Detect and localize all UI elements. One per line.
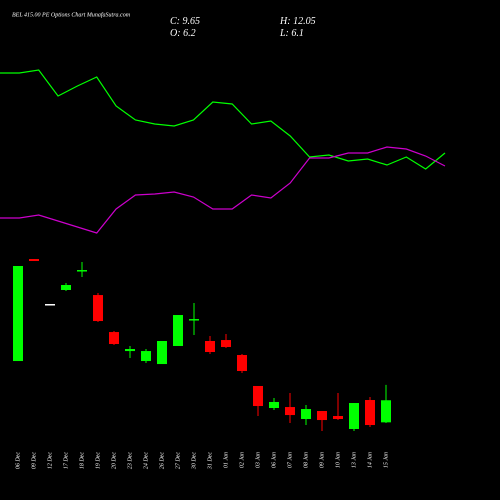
candle-body — [29, 259, 39, 262]
candle-body — [381, 400, 391, 423]
candle-body — [237, 355, 247, 372]
x-tick-label: 02 Jan — [239, 452, 245, 468]
readout-label: L: — [279, 28, 289, 39]
candle-body — [189, 319, 199, 321]
x-tick-label: 06 Dec — [15, 452, 21, 469]
x-tick-label: 01 Jan — [223, 452, 229, 468]
x-tick-label: 07 Jan — [287, 452, 293, 468]
x-tick-label: 26 Dec — [159, 452, 165, 469]
chart-title: BEL 415.00 PE Options Chart MunafaSutra.… — [12, 11, 131, 18]
candle-body — [77, 270, 87, 272]
candle-body — [205, 341, 215, 353]
x-tick-label: 10 Jan — [335, 452, 341, 468]
x-tick-label: 19 Dec — [95, 452, 101, 469]
x-tick-label: 18 Dec — [79, 452, 85, 469]
candle-body — [333, 416, 343, 420]
readout: C: 9.65 — [170, 16, 200, 27]
readout-value: 9.65 — [183, 16, 201, 27]
candle-body — [253, 385, 263, 407]
candle-body — [173, 315, 183, 346]
readout-value: 6.2 — [183, 28, 196, 39]
readout: L: 6.1 — [279, 28, 304, 39]
candle-body — [269, 401, 279, 409]
x-tick-label: 30 Dec — [191, 452, 197, 470]
x-tick-label: 06 Jan — [271, 452, 277, 468]
candle-body — [365, 400, 375, 426]
candle-body — [125, 348, 135, 352]
candle-body — [317, 411, 327, 421]
indicator-line — [0, 146, 446, 234]
readout-label: C: — [170, 16, 180, 27]
x-tick-label: 17 Dec — [63, 452, 69, 469]
x-tick-label: 31 Dec — [207, 452, 213, 470]
x-tick-label: 24 Dec — [142, 452, 149, 469]
candle-body — [285, 407, 295, 416]
candle-body — [93, 295, 103, 322]
indicator-line — [0, 69, 446, 170]
x-tick-label: 12 Dec — [47, 452, 53, 469]
readout-value: 12.05 — [293, 16, 316, 27]
x-tick-label: 03 Jan — [255, 452, 261, 468]
readout-value: 6.1 — [291, 28, 304, 39]
x-tick-label: 08 Jan — [303, 452, 309, 468]
x-tick-label: 20 Dec — [111, 452, 117, 469]
readout-label: O: — [170, 28, 181, 39]
candle-body — [301, 409, 311, 420]
candle-body — [109, 332, 119, 345]
candle-body — [157, 341, 167, 365]
x-tick-label: 15 Jan — [383, 452, 389, 468]
readout: O: 6.2 — [170, 28, 196, 39]
x-tick-label: 09 Dec — [31, 452, 37, 469]
candle-body — [221, 340, 231, 348]
candle-body — [13, 265, 23, 362]
readout: H: 12.05 — [279, 16, 316, 27]
x-tick-label: 14 Jan — [366, 452, 373, 468]
x-tick-label: 09 Jan — [319, 452, 325, 468]
x-tick-label: 27 Dec — [175, 452, 181, 469]
candle-body — [61, 285, 71, 290]
x-tick-label: 13 Jan — [351, 452, 357, 468]
candle-body — [45, 304, 55, 306]
readout-label: H: — [279, 16, 291, 27]
x-tick-label: 23 Dec — [127, 452, 133, 469]
candle-body — [349, 403, 359, 429]
candle-body — [141, 351, 151, 362]
